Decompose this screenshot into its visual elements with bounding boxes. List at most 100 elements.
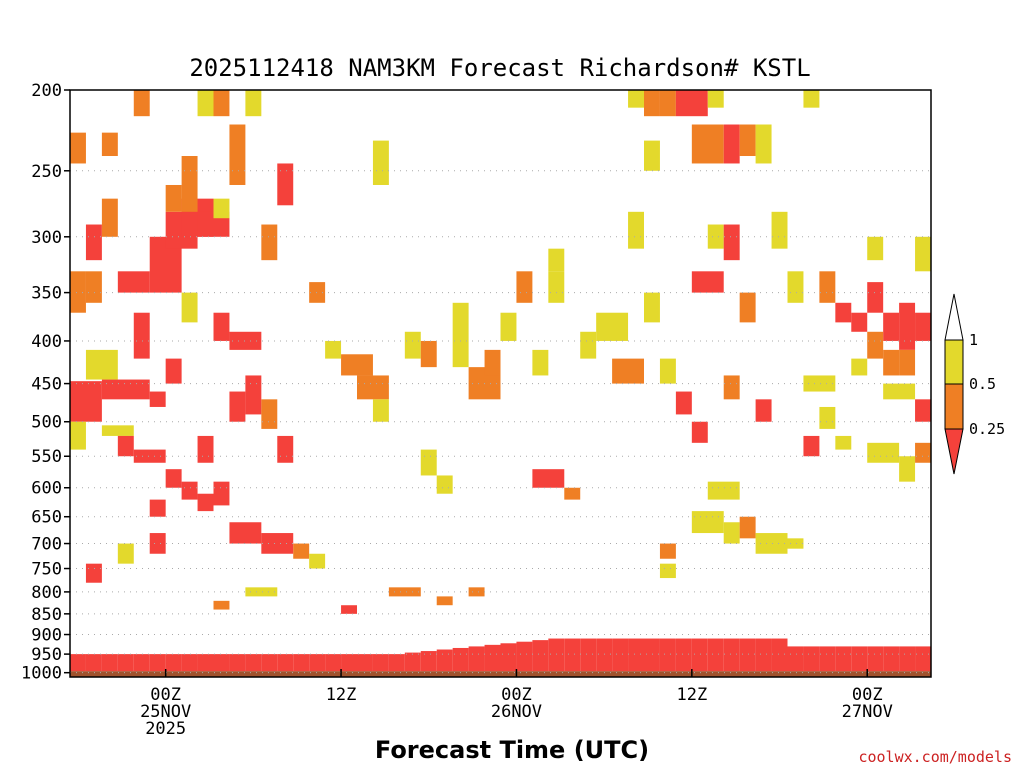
legend-level-label: 0.5 bbox=[969, 375, 996, 393]
ri-boundary-layer-cell bbox=[309, 654, 326, 672]
ri-cell-orange bbox=[357, 375, 389, 400]
ri-cell-red bbox=[101, 379, 150, 400]
ri-cell-red bbox=[149, 499, 166, 517]
y-tick-label: 900 bbox=[31, 626, 62, 646]
ri-cell-red bbox=[915, 399, 931, 422]
ri-cell-red bbox=[245, 375, 262, 415]
y-tick-label: 800 bbox=[31, 583, 62, 603]
ri-cell-red bbox=[149, 391, 166, 407]
ri-cell-orange bbox=[85, 271, 102, 303]
ri-cell-yellow bbox=[851, 358, 868, 376]
ri-boundary-layer-cell bbox=[564, 638, 581, 672]
ri-cell-orange bbox=[436, 596, 453, 606]
legend-bin-above-1 bbox=[944, 293, 964, 341]
ri-cell-orange bbox=[261, 224, 278, 261]
cell-layer bbox=[70, 90, 931, 672]
y-tick-label: 500 bbox=[31, 413, 62, 433]
ri-boundary-layer-cell bbox=[197, 654, 214, 672]
y-tick-label: 300 bbox=[31, 228, 62, 248]
ri-boundary-layer-cell bbox=[436, 649, 453, 672]
ri-cell-orange bbox=[101, 198, 118, 237]
ri-cell-yellow bbox=[532, 349, 549, 376]
ri-cell-red bbox=[85, 563, 102, 583]
ri-cell-yellow bbox=[723, 522, 740, 544]
ri-cell-red bbox=[835, 302, 852, 323]
ri-cell-orange bbox=[564, 487, 581, 500]
ri-boundary-layer-cell bbox=[755, 638, 772, 672]
ri-boundary-layer-cell bbox=[261, 654, 278, 672]
ri-boundary-layer-cell bbox=[452, 647, 469, 672]
ri-cell-yellow bbox=[404, 331, 421, 359]
ri-cell-orange bbox=[213, 600, 230, 610]
ri-boundary-layer-cell bbox=[659, 638, 676, 672]
x-tick-label: 12Z bbox=[676, 685, 707, 705]
ri-boundary-layer-cell bbox=[675, 638, 692, 672]
ri-boundary-layer-cell bbox=[596, 638, 613, 672]
ri-boundary-layer-cell bbox=[420, 651, 437, 672]
ri-cell-red bbox=[803, 435, 820, 457]
x-axis-label: Forecast Time (UTC) bbox=[375, 736, 649, 764]
legend-level-label: 0.25 bbox=[969, 420, 1005, 438]
ri-cell-orange bbox=[293, 543, 310, 559]
ri-boundary-layer-cell bbox=[133, 654, 150, 672]
ri-cell-orange bbox=[899, 349, 916, 376]
ri-boundary-layer-cell bbox=[70, 654, 86, 672]
ri-cell-yellow bbox=[436, 475, 453, 494]
legend-level-label: 1 bbox=[969, 331, 978, 349]
ri-boundary-layer-cell bbox=[691, 638, 708, 672]
ri-boundary-layer-cell bbox=[771, 638, 788, 672]
ri-boundary-layer-cell bbox=[739, 638, 756, 672]
ri-boundary-layer-cell bbox=[516, 641, 533, 672]
y-tick-label: 400 bbox=[31, 332, 62, 352]
ri-cell-orange bbox=[739, 516, 756, 539]
ri-cell-yellow bbox=[644, 140, 660, 171]
ri-cell-orange bbox=[659, 543, 676, 559]
x-tick-label: 26NOV bbox=[491, 702, 542, 722]
ri-cell-red bbox=[867, 282, 884, 313]
x-tick-label: 00Z bbox=[501, 685, 532, 705]
ri-cell-yellow bbox=[915, 236, 931, 272]
ri-cell-orange bbox=[341, 354, 373, 376]
ri-cell-orange bbox=[70, 271, 86, 313]
y-tick-label: 550 bbox=[31, 447, 62, 467]
legend-bin-orange bbox=[944, 383, 964, 430]
ri-cell-orange bbox=[420, 340, 437, 368]
ri-cell-orange bbox=[484, 349, 501, 376]
ri-cell-yellow bbox=[85, 349, 118, 380]
ri-cell-yellow bbox=[245, 90, 262, 117]
ri-boundary-layer-cell bbox=[277, 654, 294, 672]
ri-cell-red bbox=[675, 391, 692, 415]
ri-cell-yellow bbox=[803, 90, 820, 108]
ri-boundary-layer-cell bbox=[293, 654, 310, 672]
ri-boundary-layer-cell bbox=[245, 654, 262, 672]
ri-cell-yellow bbox=[691, 511, 724, 534]
ri-cell-red bbox=[133, 312, 150, 359]
ri-cell-yellow bbox=[899, 456, 916, 482]
ri-cell-orange bbox=[915, 442, 931, 463]
ri-cell-red bbox=[691, 421, 708, 443]
ri-cell-yellow bbox=[867, 236, 884, 261]
ri-boundary-layer-cell bbox=[101, 654, 118, 672]
ri-cell-orange bbox=[739, 292, 756, 323]
y-tick-label: 250 bbox=[31, 162, 62, 182]
ri-boundary-layer-cell bbox=[787, 646, 804, 672]
ri-cell-red bbox=[117, 271, 150, 293]
ri-cell-yellow bbox=[771, 211, 788, 249]
y-tick-label: 1000 bbox=[21, 664, 62, 684]
ri-boundary-layer-cell bbox=[325, 654, 342, 672]
ri-cell-orange bbox=[739, 124, 756, 157]
y-tick-label: 450 bbox=[31, 375, 62, 395]
ri-cell-orange bbox=[612, 358, 644, 384]
ri-cell-red bbox=[277, 435, 294, 463]
ri-boundary-layer-cell bbox=[484, 644, 501, 672]
ri-boundary-layer-cell bbox=[404, 652, 421, 672]
ri-boundary-layer-cell bbox=[580, 638, 597, 672]
ri-cell-orange bbox=[181, 156, 198, 212]
ri-cell-red bbox=[133, 449, 166, 463]
y-tick-label: 700 bbox=[31, 535, 62, 555]
ri-cell-yellow bbox=[867, 442, 900, 463]
y-tick-label: 750 bbox=[31, 560, 62, 580]
ri-cell-red bbox=[165, 358, 182, 384]
